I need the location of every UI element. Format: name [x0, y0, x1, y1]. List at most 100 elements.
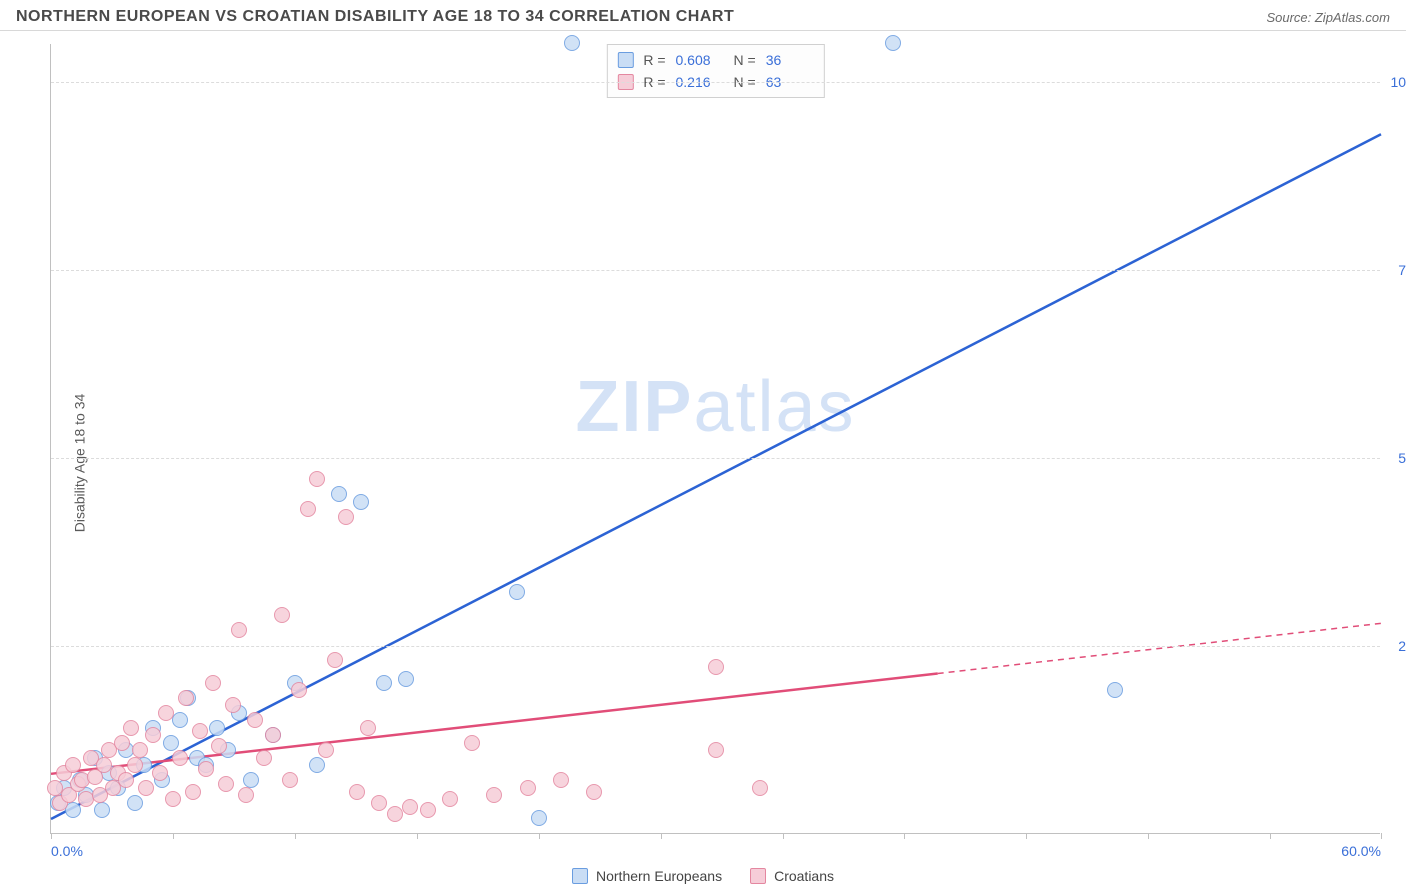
r-value-northern: 0.608 [676, 49, 724, 71]
data-point-northern [509, 584, 525, 600]
data-point-northern [531, 810, 547, 826]
data-point-croatian [318, 742, 334, 758]
data-point-croatian [238, 787, 254, 803]
data-point-northern [398, 671, 414, 687]
data-point-croatian [114, 735, 130, 751]
data-point-croatian [274, 607, 290, 623]
source-attribution: Source: ZipAtlas.com [1266, 10, 1390, 25]
data-point-croatian [553, 772, 569, 788]
data-point-northern [243, 772, 259, 788]
data-point-croatian [127, 757, 143, 773]
data-point-croatian [225, 697, 241, 713]
gridline-h [51, 270, 1380, 271]
xtick [1026, 833, 1027, 839]
ytick-label: 100.0% [1391, 74, 1406, 90]
data-point-northern [127, 795, 143, 811]
legend-label-northern: Northern Europeans [596, 868, 722, 884]
data-point-croatian [327, 652, 343, 668]
data-point-northern [564, 35, 580, 51]
n-label-northern: N = [734, 49, 756, 71]
source-prefix: Source: [1266, 10, 1314, 25]
xtick [661, 833, 662, 839]
data-point-croatian [185, 784, 201, 800]
chart-header: NORTHERN EUROPEAN VS CROATIAN DISABILITY… [0, 0, 1406, 31]
data-point-croatian [198, 761, 214, 777]
data-point-croatian [586, 784, 602, 800]
data-point-croatian [178, 690, 194, 706]
xtick [295, 833, 296, 839]
ytick-label: 50.0% [1398, 450, 1406, 466]
xtick [173, 833, 174, 839]
data-point-croatian [338, 509, 354, 525]
data-point-northern [309, 757, 325, 773]
chart-container: Disability Age 18 to 34 ZIPatlas R = 0.6… [0, 34, 1406, 892]
legend-swatch-northern [572, 868, 588, 884]
data-point-croatian [158, 705, 174, 721]
xtick [51, 833, 52, 839]
xtick [904, 833, 905, 839]
data-point-croatian [282, 772, 298, 788]
xtick [417, 833, 418, 839]
data-point-northern [353, 494, 369, 510]
gridline-h [51, 646, 1380, 647]
data-point-croatian [172, 750, 188, 766]
data-point-croatian [192, 723, 208, 739]
data-point-croatian [211, 738, 227, 754]
data-point-croatian [464, 735, 480, 751]
data-point-croatian [420, 802, 436, 818]
data-point-northern [163, 735, 179, 751]
legend-label-croatian: Croatians [774, 868, 834, 884]
data-point-croatian [152, 765, 168, 781]
data-point-northern [1107, 682, 1123, 698]
data-point-croatian [218, 776, 234, 792]
data-point-croatian [123, 720, 139, 736]
source-name: ZipAtlas.com [1315, 10, 1390, 25]
data-point-croatian [291, 682, 307, 698]
legend-item-croatian: Croatians [750, 868, 834, 884]
xtick-label: 60.0% [1341, 843, 1381, 859]
r-label-northern: R = [643, 49, 665, 71]
data-point-croatian [231, 622, 247, 638]
xtick [539, 833, 540, 839]
xtick [783, 833, 784, 839]
data-point-northern [376, 675, 392, 691]
data-point-croatian [118, 772, 134, 788]
xtick [1381, 833, 1382, 839]
stats-row-northern: R = 0.608 N = 36 [617, 49, 813, 71]
data-point-croatian [265, 727, 281, 743]
data-point-croatian [402, 799, 418, 815]
data-point-croatian [65, 757, 81, 773]
regression-line-dash-croatian [938, 623, 1381, 673]
data-point-croatian [132, 742, 148, 758]
legend-item-northern: Northern Europeans [572, 868, 722, 884]
data-point-croatian [442, 791, 458, 807]
data-point-croatian [145, 727, 161, 743]
data-point-croatian [256, 750, 272, 766]
xtick-label: 0.0% [51, 843, 83, 859]
data-point-northern [209, 720, 225, 736]
xtick [1148, 833, 1149, 839]
ytick-label: 25.0% [1398, 638, 1406, 654]
data-point-croatian [309, 471, 325, 487]
legend-swatch-croatian [750, 868, 766, 884]
data-point-croatian [360, 720, 376, 736]
swatch-northern [617, 52, 633, 68]
xtick [1270, 833, 1271, 839]
data-point-croatian [300, 501, 316, 517]
gridline-h [51, 82, 1380, 83]
data-point-croatian [387, 806, 403, 822]
data-point-northern [885, 35, 901, 51]
data-point-croatian [349, 784, 365, 800]
data-point-croatian [486, 787, 502, 803]
data-point-croatian [138, 780, 154, 796]
data-point-croatian [520, 780, 536, 796]
data-point-northern [94, 802, 110, 818]
data-point-croatian [752, 780, 768, 796]
n-value-northern: 36 [766, 49, 814, 71]
plot-area: ZIPatlas R = 0.608 N = 36 R = 0.216 N = … [50, 44, 1380, 834]
data-point-croatian [708, 742, 724, 758]
data-point-northern [331, 486, 347, 502]
bottom-legend: Northern Europeans Croatians [572, 868, 834, 884]
stats-legend: R = 0.608 N = 36 R = 0.216 N = 63 [606, 44, 824, 98]
data-point-croatian [708, 659, 724, 675]
